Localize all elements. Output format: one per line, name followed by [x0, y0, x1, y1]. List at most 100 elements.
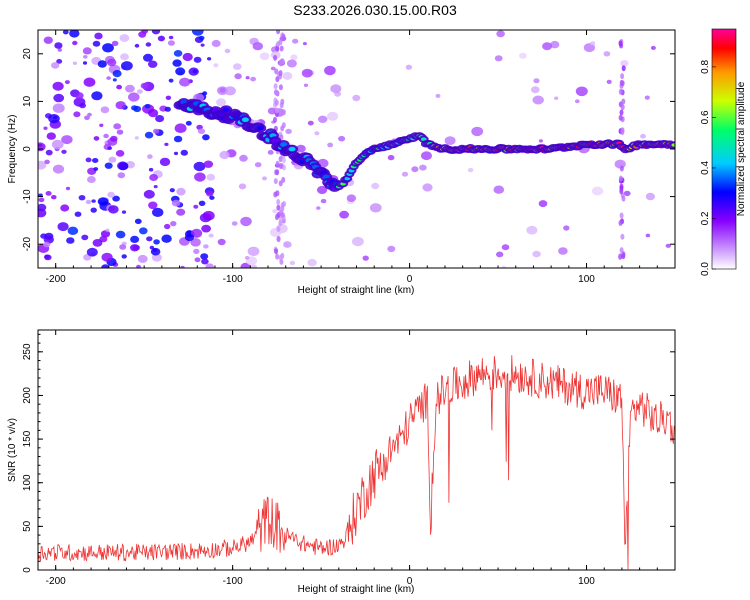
x-tick-label: -100: [223, 576, 243, 587]
snr-axes: -200 -100 0 100 0 50 100 150 200 250: [22, 330, 676, 587]
noise-blob: [318, 115, 328, 124]
noise-blob: [224, 86, 236, 96]
noise-blob: [92, 158, 99, 163]
noise-blob: [205, 263, 214, 268]
noise-blob: [168, 35, 174, 40]
noise-blob: [496, 251, 504, 258]
noise-blob: [107, 146, 112, 150]
noise-blob: [85, 199, 92, 205]
noise-streak: [620, 104, 625, 111]
noise-blob: [93, 167, 99, 171]
noise-blob: [73, 97, 86, 107]
noise-blob: [141, 30, 148, 34]
noise-blob: [198, 200, 206, 206]
noise-blob: [52, 103, 65, 113]
noise-blob: [82, 47, 92, 55]
colorbar-ticks: 0.0 0.2 0.4 0.6 0.8: [700, 60, 716, 276]
noise-blob: [193, 248, 200, 254]
noise-blob: [116, 84, 122, 90]
noise-streak: [278, 60, 283, 67]
noise-blob: [119, 244, 127, 250]
noise-blob: [38, 193, 43, 197]
noise-blob: [175, 67, 186, 76]
colorbar-tick-label: 0.8: [700, 60, 711, 74]
noise-streak: [273, 83, 278, 90]
ridge-point: [241, 117, 249, 122]
noise-blob: [501, 265, 507, 268]
noise-blob: [493, 185, 505, 194]
noise-blob: [290, 54, 298, 61]
noise-blob: [73, 111, 81, 118]
noise-blob: [97, 197, 109, 206]
noise-blob: [159, 157, 171, 167]
noise-blob: [538, 139, 544, 143]
noise-blob: [48, 114, 60, 124]
noise-blob: [346, 194, 357, 202]
noise-blob: [115, 101, 126, 110]
colorbar: [711, 28, 737, 270]
noise-blob: [140, 82, 149, 89]
ridge-point: [256, 125, 264, 131]
noise-blob: [216, 98, 227, 107]
noise-blob: [148, 201, 158, 210]
noise-blob: [193, 56, 202, 63]
noise-blob: [87, 112, 92, 117]
noise-blob: [133, 105, 142, 113]
noise-blob: [254, 162, 262, 168]
noise-blob: [239, 154, 248, 162]
noise-streak: [278, 180, 283, 187]
noise-blob: [149, 174, 159, 181]
noise-blob: [94, 32, 103, 40]
noise-blob: [51, 139, 64, 150]
noise-blob: [108, 156, 117, 163]
noise-blob: [101, 252, 113, 262]
noise-blob: [81, 234, 89, 241]
y-tick-label: 250: [22, 343, 33, 360]
noise-blob: [99, 123, 104, 128]
y-tick-label: 50: [22, 520, 33, 532]
noise-blob: [192, 30, 204, 36]
noise-streak: [619, 188, 624, 195]
noise-blob: [339, 210, 349, 219]
noise-blob: [182, 52, 193, 62]
noise-blob: [200, 253, 209, 260]
noise-blob: [173, 50, 183, 57]
noise-blob: [145, 42, 152, 47]
noise-blob: [314, 131, 320, 136]
noise-streak: [273, 54, 278, 61]
noise-blob: [211, 39, 221, 48]
noise-streak: [275, 214, 279, 221]
noise-blob: [101, 264, 110, 268]
y-tick-label: 0: [22, 146, 33, 152]
y-tick-label: 0: [22, 567, 33, 573]
noise-streak: [282, 164, 287, 171]
noise-streak: [274, 248, 279, 255]
noise-streak: [620, 73, 625, 80]
noise-blob: [494, 55, 503, 62]
noise-blob: [93, 136, 100, 141]
noise-blob: [262, 176, 267, 181]
noise-blob: [174, 123, 187, 133]
noise-blob: [106, 76, 111, 80]
noise-blob: [202, 91, 208, 96]
noise-streak: [619, 183, 624, 190]
noise-blob: [72, 40, 78, 46]
noise-blob: [86, 247, 98, 257]
noise-blob: [60, 204, 70, 212]
noise-blob: [289, 260, 296, 266]
noise-streak: [280, 212, 285, 218]
noise-blob: [444, 136, 456, 146]
colorbar-tick-label: 0.4: [700, 161, 711, 175]
noise-streak: [276, 236, 281, 243]
noise-blob: [38, 142, 46, 152]
noise-blob: [371, 182, 380, 190]
noise-streak: [619, 79, 624, 86]
noise-blob: [100, 106, 110, 114]
noise-blob: [623, 190, 631, 197]
noise-blob: [202, 210, 215, 221]
colorbar-tick-label: 0.2: [700, 211, 711, 225]
noise-blob: [43, 241, 51, 248]
noise-blob: [238, 183, 247, 190]
noise-blob: [51, 195, 57, 200]
noise-blob: [563, 225, 570, 231]
